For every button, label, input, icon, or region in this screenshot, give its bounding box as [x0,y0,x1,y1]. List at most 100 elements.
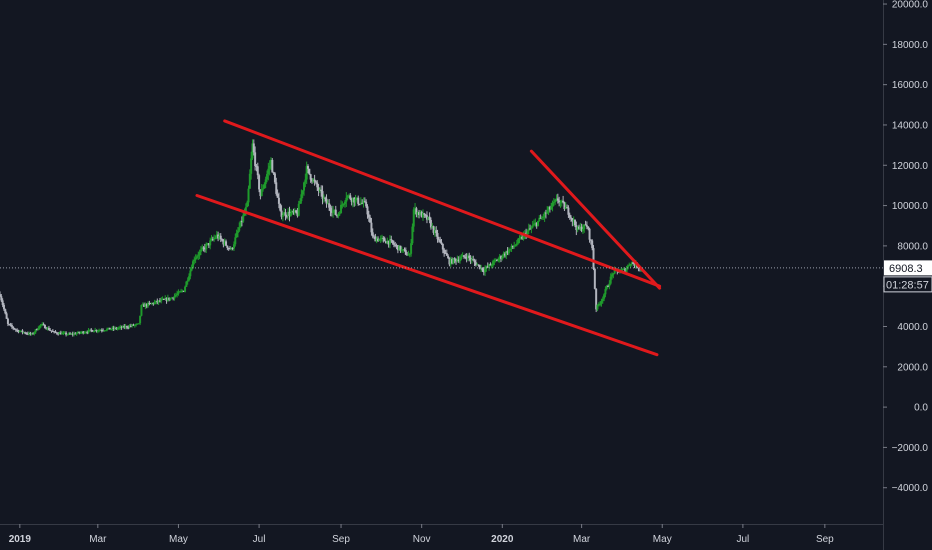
candle-body [193,259,196,262]
candle-body [358,203,361,205]
candle-body [521,236,524,239]
candle-body [161,298,164,300]
candle-body [342,203,345,205]
candle-body [260,189,263,196]
candle-body [381,237,384,239]
candle-body [459,258,462,262]
candle-body [78,331,81,333]
candle-body [377,238,380,242]
candle-body [165,298,168,301]
candle-body [92,331,95,333]
candle-body [574,220,577,226]
candle-body [344,201,347,204]
candle-body [313,179,316,182]
x-tick-label: 2020 [491,534,514,545]
candle-body [124,326,127,328]
candle-body [33,332,36,334]
candle-body [345,197,348,202]
candle-body [571,218,574,222]
candle-body [195,256,198,258]
candle-body [443,249,446,253]
candle-body [538,217,541,221]
candle-body [584,224,587,226]
candle-body [310,179,313,182]
candle-body [333,209,336,211]
candle-body [441,243,444,250]
candle-body [84,332,87,334]
candle-body [414,208,417,210]
candle-body [59,332,62,335]
candle-body [425,215,428,220]
candle-body [391,240,394,244]
candle-body [279,203,282,211]
candle-body [43,324,46,329]
candle-body [564,207,567,210]
x-tick-label: May [653,534,672,545]
countdown-tag: 01:28:57 [883,276,932,293]
candle-body [624,268,627,273]
candle-body [340,204,343,214]
candle-body [18,331,21,333]
candle-body [351,197,354,202]
candle-body [87,329,90,333]
trendline[interactable] [223,119,662,288]
candle-body [244,207,247,213]
candle-body [484,268,487,273]
candle-body [330,211,333,213]
candle-body [357,197,360,204]
candle-body [275,182,278,194]
candle-body [108,327,111,330]
candle-body [398,245,401,251]
trendline[interactable] [529,149,662,290]
candle-body [283,212,286,216]
candle-body [74,333,77,335]
candle-body [82,331,85,334]
candle-body [119,326,122,328]
candle-body [37,328,40,330]
candle-body [629,263,632,266]
candle-body [322,197,325,199]
candle-body [147,302,150,307]
trendline[interactable] [195,193,659,357]
candle-body [378,239,381,242]
candle-body [410,243,413,254]
candle-body [540,217,543,219]
candle-body [207,243,210,246]
candle-body [197,255,200,257]
candle-body [234,237,237,245]
candle-body [172,297,175,299]
candle-body [637,267,640,269]
candle-body [70,333,73,335]
candle-body [188,276,191,281]
candle-body [338,213,341,215]
candle-body [254,152,257,166]
candle-body [98,330,101,332]
y-tick-label: 14000.0 [892,120,929,131]
trendlines-layer[interactable] [195,119,662,357]
candle-body [534,222,537,224]
candle-body [543,212,546,218]
candle-body [17,330,20,333]
candle-body [481,267,484,271]
candle-body [350,198,353,202]
candle-body [6,318,9,324]
candle-body [252,143,255,153]
candle-body [522,234,525,239]
time-axis[interactable]: 2019 Mar May Jul Sep Nov 2020 Mar May Jul Sep [9,524,834,545]
candle-body [295,210,298,213]
candle-body [607,286,610,288]
candle-body [626,265,629,269]
candle-body [227,248,230,250]
candle-body [80,331,83,333]
candle-body [169,298,172,300]
candle-body [384,241,387,244]
candle-body [468,255,471,258]
candle-body [184,286,187,292]
candle-body [287,211,290,217]
candle-body [628,265,631,267]
candle-body [609,276,612,284]
candle-body [402,249,405,251]
candle-body [148,302,151,304]
candle-body [498,256,501,259]
